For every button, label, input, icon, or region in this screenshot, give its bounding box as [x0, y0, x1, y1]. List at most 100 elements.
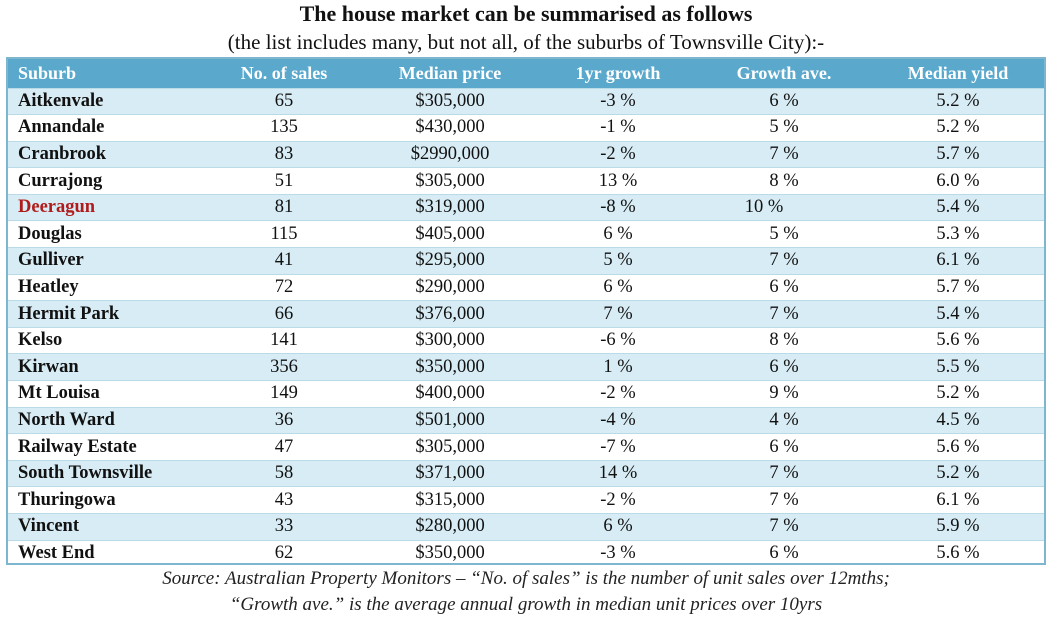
- cell-median-price: $305,000: [364, 167, 536, 195]
- cell-median-yield: 5.7 %: [868, 140, 1044, 168]
- cell-median-yield: 5.7 %: [868, 273, 1044, 301]
- cell-1yr-growth: 5 %: [536, 247, 700, 275]
- cell-1yr-growth: -2 %: [536, 140, 700, 168]
- table-body: Aitkenvale 65 $305,000 -3 % 6 % 5.2 % Annandal…: [8, 87, 1044, 563]
- cell-suburb: Railway Estate: [8, 433, 204, 461]
- cell-growth-ave: 5 %: [700, 114, 868, 142]
- cell-median-yield: 5.6 %: [868, 326, 1044, 354]
- cell-growth-ave: 8 %: [700, 326, 868, 354]
- cell-suburb: Deeragun: [8, 193, 204, 221]
- cell-median-price: $315,000: [364, 486, 536, 514]
- cell-growth-ave: 6 %: [700, 433, 868, 461]
- cell-1yr-growth: -1 %: [536, 114, 700, 142]
- cell-growth-ave: 7 %: [700, 247, 868, 275]
- cell-suburb: South Townsville: [8, 459, 204, 487]
- cell-1yr-growth: 7 %: [536, 300, 700, 328]
- cell-growth-ave: 6 %: [700, 353, 868, 381]
- cell-median-yield: 6.1 %: [868, 486, 1044, 514]
- cell-median-yield: 5.4 %: [868, 193, 1044, 221]
- cell-growth-ave: 6 %: [700, 273, 868, 301]
- cell-median-price: $300,000: [364, 326, 536, 354]
- cell-1yr-growth: 6 %: [536, 273, 700, 301]
- cell-median-yield: 5.9 %: [868, 513, 1044, 541]
- cell-sales: 115: [204, 220, 364, 248]
- cell-median-price: $319,000: [364, 193, 536, 221]
- table-row: Cranbrook 83 $2990,000 -2 % 7 % 5.7 %: [8, 140, 1044, 168]
- table-row: Aitkenvale 65 $305,000 -3 % 6 % 5.2 %: [8, 87, 1044, 115]
- cell-sales: 41: [204, 247, 364, 275]
- cell-median-price: $290,000: [364, 273, 536, 301]
- cell-growth-ave: 10 %: [700, 193, 868, 221]
- table-row: Railway Estate 47 $305,000 -7 % 6 % 5.6 %: [8, 433, 1044, 461]
- cell-median-price: $2990,000: [364, 140, 536, 168]
- cell-growth-ave: 6 %: [700, 539, 868, 563]
- cell-1yr-growth: -4 %: [536, 406, 700, 434]
- cell-sales: 33: [204, 513, 364, 541]
- cell-median-yield: 6.1 %: [868, 247, 1044, 275]
- cell-suburb: Annandale: [8, 114, 204, 142]
- cell-sales: 72: [204, 273, 364, 301]
- cell-median-yield: 6.0 %: [868, 167, 1044, 195]
- cell-sales: 135: [204, 114, 364, 142]
- cell-suburb: North Ward: [8, 406, 204, 434]
- cell-suburb: West End: [8, 539, 204, 563]
- cell-median-price: $350,000: [364, 539, 536, 563]
- cell-growth-ave: 7 %: [700, 140, 868, 168]
- cell-1yr-growth: 6 %: [536, 220, 700, 248]
- cell-1yr-growth: -3 %: [536, 539, 700, 563]
- cell-sales: 65: [204, 87, 364, 115]
- cell-sales: 62: [204, 539, 364, 563]
- page-subtitle: (the list includes many, but not all, of…: [227, 30, 825, 54]
- cell-1yr-growth: -2 %: [536, 380, 700, 408]
- cell-1yr-growth: 6 %: [536, 513, 700, 541]
- cell-1yr-growth: 1 %: [536, 353, 700, 381]
- cell-median-price: $305,000: [364, 87, 536, 115]
- table-row: Vincent 33 $280,000 6 % 7 % 5.9 %: [8, 513, 1044, 541]
- cell-growth-ave: 4 %: [700, 406, 868, 434]
- cell-median-price: $405,000: [364, 220, 536, 248]
- table-row: Deeragun 81 $319,000 -8 % 10 % 5.4 %: [8, 193, 1044, 221]
- cell-1yr-growth: -7 %: [536, 433, 700, 461]
- cell-sales: 36: [204, 406, 364, 434]
- cell-1yr-growth: -3 %: [536, 87, 700, 115]
- house-market-table-container: Suburb No. of sales Median price 1yr gro…: [6, 57, 1046, 565]
- column-header-suburb: Suburb: [18, 62, 77, 83]
- cell-median-yield: 5.6 %: [868, 539, 1044, 563]
- cell-growth-ave: 7 %: [700, 486, 868, 514]
- cell-1yr-growth: 13 %: [536, 167, 700, 195]
- cell-suburb: Aitkenvale: [8, 87, 204, 115]
- cell-suburb: Heatley: [8, 273, 204, 301]
- cell-suburb: Currajong: [8, 167, 204, 195]
- cell-median-yield: 5.2 %: [868, 380, 1044, 408]
- cell-median-price: $305,000: [364, 433, 536, 461]
- table-row: Currajong 51 $305,000 13 % 8 % 6.0 %: [8, 167, 1044, 195]
- cell-median-yield: 5.4 %: [868, 300, 1044, 328]
- cell-median-yield: 5.2 %: [868, 87, 1044, 115]
- cell-sales: 66: [204, 300, 364, 328]
- table-row: North Ward 36 $501,000 -4 % 4 % 4.5 %: [8, 406, 1044, 434]
- source-note-line-1: Source: Australian Property Monitors – “…: [162, 568, 890, 589]
- cell-suburb: Gulliver: [8, 247, 204, 275]
- column-header-growth-ave: Growth ave.: [736, 62, 832, 83]
- cell-suburb: Douglas: [8, 220, 204, 248]
- cell-sales: 81: [204, 193, 364, 221]
- cell-sales: 43: [204, 486, 364, 514]
- cell-growth-ave: 7 %: [700, 513, 868, 541]
- cell-suburb: Mt Louisa: [8, 380, 204, 408]
- cell-median-price: $295,000: [364, 247, 536, 275]
- cell-suburb: Cranbrook: [8, 140, 204, 168]
- cell-suburb: Kirwan: [8, 353, 204, 381]
- cell-median-yield: 5.6 %: [868, 433, 1044, 461]
- table-header-row: Suburb No. of sales Median price 1yr gro…: [8, 59, 1044, 88]
- cell-growth-ave: 7 %: [700, 300, 868, 328]
- cell-1yr-growth: -2 %: [536, 486, 700, 514]
- cell-median-yield: 5.2 %: [868, 114, 1044, 142]
- cell-1yr-growth: 14 %: [536, 459, 700, 487]
- cell-suburb: Hermit Park: [8, 300, 204, 328]
- cell-sales: 51: [204, 167, 364, 195]
- column-header-median-price: Median price: [398, 62, 502, 83]
- cell-sales: 141: [204, 326, 364, 354]
- table-row: Annandale 135 $430,000 -1 % 5 % 5.2 %: [8, 114, 1044, 142]
- cell-growth-ave: 7 %: [700, 459, 868, 487]
